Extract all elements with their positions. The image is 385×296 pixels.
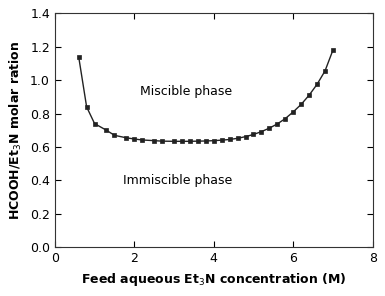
Y-axis label: HCOOH/Et$_3$N molar ration: HCOOH/Et$_3$N molar ration xyxy=(8,41,24,220)
Text: Immiscible phase: Immiscible phase xyxy=(123,174,233,187)
X-axis label: Feed aqueous Et$_3$N concentration (M): Feed aqueous Et$_3$N concentration (M) xyxy=(81,271,346,288)
Text: Miscible phase: Miscible phase xyxy=(140,85,232,98)
